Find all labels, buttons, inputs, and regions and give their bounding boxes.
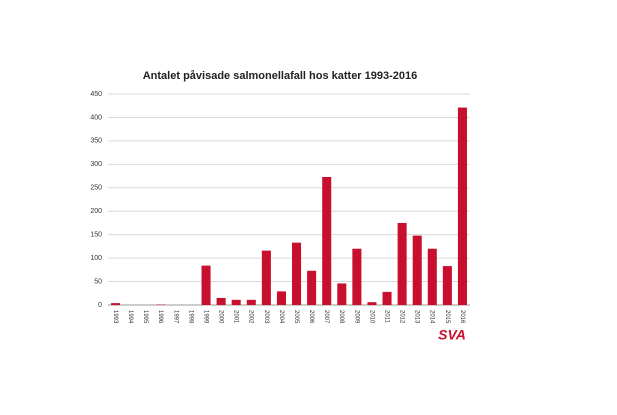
x-tick-label: 1998 [187,310,193,324]
x-tick-label: 1999 [202,310,208,324]
x-tick-label: 2012 [399,310,405,324]
x-tick-label: 2000 [218,310,224,324]
y-tick-label: 350 [90,138,102,145]
y-tick-label: 400 [90,114,102,121]
bar [337,283,347,305]
x-tick-label: 2003 [263,310,269,324]
x-tick-label: 1995 [142,310,148,324]
x-tick-label: 2011 [383,310,389,324]
x-tick-label: 1994 [127,310,133,324]
bar [307,270,317,305]
bar [261,250,271,305]
x-tick-label: 2013 [414,310,420,324]
y-tick-label: 200 [90,208,102,215]
x-tick-label: 2006 [308,310,314,324]
bar [352,248,362,305]
x-tick-label: 2016 [459,310,465,324]
logo: SVA [438,327,466,343]
bar [397,222,407,305]
y-tick-label: 100 [90,255,102,262]
bar [201,265,211,305]
y-tick-label: 150 [90,232,102,239]
x-tick-label: 2015 [444,310,450,324]
chart-title: Antalet påvisade salmonellafall hos katt… [143,70,418,82]
y-tick-label: 250 [90,185,102,192]
bar [427,248,437,305]
bar [111,303,121,305]
bar [276,291,286,305]
bar [246,299,256,305]
bar [216,297,226,305]
x-tick-label: 2007 [323,310,329,324]
y-tick-label: 450 [90,91,102,98]
bar [292,242,302,305]
y-tick-label: 300 [90,161,102,168]
y-tick-label: 0 [98,302,102,309]
x-tick-label: 2004 [278,310,284,324]
x-tick-label: 1997 [172,310,178,324]
bar [382,291,392,305]
x-tick-label: 2008 [338,310,344,324]
bar [322,176,332,305]
bar [442,266,452,305]
bar [412,235,422,305]
x-tick-label: 2005 [293,310,299,324]
x-tick-label: 2010 [368,310,374,324]
x-tick-label: 2001 [233,310,239,324]
y-tick-label: 50 [94,278,102,285]
x-tick-label: 2014 [429,310,435,324]
x-tick-label: 1993 [112,310,118,324]
bar [457,107,467,305]
bar [231,299,241,305]
x-tick-label: 2009 [353,310,359,324]
bar [367,302,377,305]
x-tick-label: 1996 [157,310,163,324]
x-tick-label: 2002 [248,310,254,324]
